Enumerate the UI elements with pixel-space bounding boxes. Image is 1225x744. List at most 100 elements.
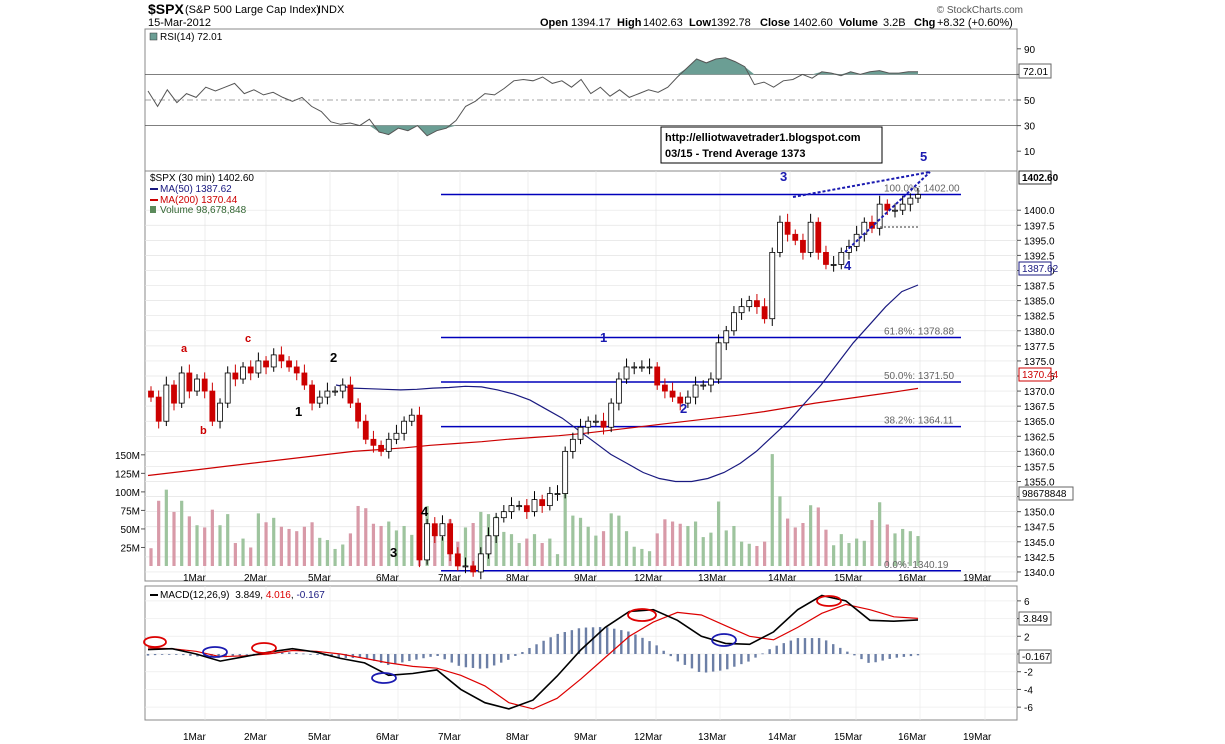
candle-body xyxy=(355,402,361,422)
candle-body xyxy=(638,366,645,369)
volume-bar xyxy=(302,526,306,566)
macd-histogram-bar xyxy=(379,654,383,663)
macd-histogram-bar xyxy=(747,654,750,662)
price-panel: 150M 125M 100M 75M 50M 25M 100.0%: 1402.00 61.… xyxy=(115,126,1074,604)
candle-body xyxy=(807,221,814,253)
price-tick-label: 1395.0 xyxy=(1024,236,1055,247)
candle-body xyxy=(685,396,691,404)
volume-bar xyxy=(747,543,751,566)
macd-histogram-bar xyxy=(238,654,242,656)
macd-histogram-bar xyxy=(295,652,298,654)
price-tick-label: 1367.5 xyxy=(1024,402,1055,413)
macd-histogram-bar xyxy=(726,654,729,670)
macd-histogram-bar xyxy=(916,654,920,656)
price-tick-label: 1355.0 xyxy=(1024,478,1055,489)
price-tick-label: 1392.5 xyxy=(1024,251,1055,262)
macd-histogram-bar xyxy=(902,654,906,657)
wave-label-c: c xyxy=(245,333,251,345)
candle-body xyxy=(477,553,484,573)
candle-body xyxy=(485,535,492,555)
volume-bar xyxy=(670,521,675,566)
candle-body xyxy=(631,366,638,369)
macd-histogram-bar xyxy=(556,633,559,654)
macd-legend: MACD(12,26,9) 3.849, 4.016, -0.167 xyxy=(160,590,325,601)
volume-bar xyxy=(371,523,376,566)
macd-date-tick-label: 2Mar xyxy=(244,732,267,743)
macd-histogram-bar xyxy=(182,654,185,656)
candle-body xyxy=(899,203,906,211)
volume-bar xyxy=(739,541,744,566)
wave-label-blue-2: 2 xyxy=(680,401,687,416)
macd-histogram-bar xyxy=(401,654,404,663)
date-tick-label: 2Mar xyxy=(244,573,267,584)
candle-body xyxy=(731,312,737,332)
candle-body xyxy=(669,390,676,398)
macd-histogram-bar xyxy=(365,654,369,659)
candle-body xyxy=(301,372,308,386)
macd-histogram-bar xyxy=(662,650,665,654)
candle-body xyxy=(761,306,768,320)
volume-bar xyxy=(647,551,652,566)
rsi-tick-label: 90 xyxy=(1024,45,1036,56)
macd-histogram-bar xyxy=(669,654,672,657)
candle-body xyxy=(500,511,507,519)
legend-ma200: MA(200) 1370.44 xyxy=(160,195,238,206)
date-tick-label: 16Mar xyxy=(898,573,927,584)
low-label: Low xyxy=(689,17,711,29)
candle-body xyxy=(516,505,523,508)
candle-body xyxy=(700,384,707,387)
macd-histogram-bar xyxy=(231,654,234,657)
candle-body xyxy=(232,372,239,380)
macd-date-axis: 1Mar 2Mar 5Mar 6Mar 7Mar 8Mar 9Mar 12Mar 13Mar 14… xyxy=(183,732,992,743)
macd-histogram-bar xyxy=(796,638,800,654)
price-tick-label: 1350.0 xyxy=(1024,508,1055,519)
candle-body xyxy=(815,221,822,253)
rsi-tick-label: 10 xyxy=(1024,147,1036,158)
macd-histogram-bar xyxy=(316,654,319,655)
macd-histogram-bar xyxy=(853,654,856,656)
annotation-box xyxy=(660,126,883,164)
volume-bar xyxy=(724,530,728,566)
macd-histogram-bar xyxy=(422,654,425,659)
volume-bar xyxy=(693,521,698,566)
candle-body xyxy=(201,378,208,392)
volume-bar xyxy=(786,518,790,566)
candle-body xyxy=(171,384,177,404)
candle-body xyxy=(224,372,231,404)
macd-histogram-bar xyxy=(598,627,602,654)
candle-body xyxy=(615,378,622,404)
price-tick-label: 1377.5 xyxy=(1024,342,1055,353)
macd-legend-sep: , xyxy=(260,590,266,601)
volume-value: 3.2B xyxy=(883,17,906,29)
volume-bar xyxy=(356,505,360,566)
macd-date-tick-label: 5Mar xyxy=(308,732,331,743)
candle-body xyxy=(784,221,791,235)
volume-bar xyxy=(149,548,153,566)
date-tick-label: 9Mar xyxy=(574,573,597,584)
macd-tick-label: 2 xyxy=(1024,632,1030,643)
price-tick-label: 1365.0 xyxy=(1024,417,1055,428)
volume-bar xyxy=(203,527,207,566)
macd-histogram-bar xyxy=(839,647,842,654)
date-tick-label: 1Mar xyxy=(183,573,206,584)
candle-body xyxy=(439,523,446,537)
wave-label-black-2: 2 xyxy=(330,350,337,365)
high-value: 1402.63 xyxy=(643,17,683,29)
candlesticks xyxy=(148,187,921,580)
volume-bar xyxy=(502,531,506,566)
candle-body xyxy=(278,354,285,362)
macd-histogram-bar xyxy=(591,627,595,654)
candle-body xyxy=(316,396,323,404)
macd-last-value: 3.849 xyxy=(1023,614,1048,625)
volume-bar xyxy=(617,515,621,566)
candle-body xyxy=(209,390,216,422)
candle-body xyxy=(155,396,162,422)
volume-bar xyxy=(716,501,721,566)
macd-histogram-bar xyxy=(153,654,157,656)
macd-histogram-bar xyxy=(281,652,284,654)
wave-label-a: a xyxy=(181,343,188,355)
candle-body xyxy=(178,372,185,404)
volume-bar xyxy=(463,527,468,566)
volume-bar xyxy=(226,514,230,566)
rsi-legend-swatch xyxy=(149,32,158,41)
